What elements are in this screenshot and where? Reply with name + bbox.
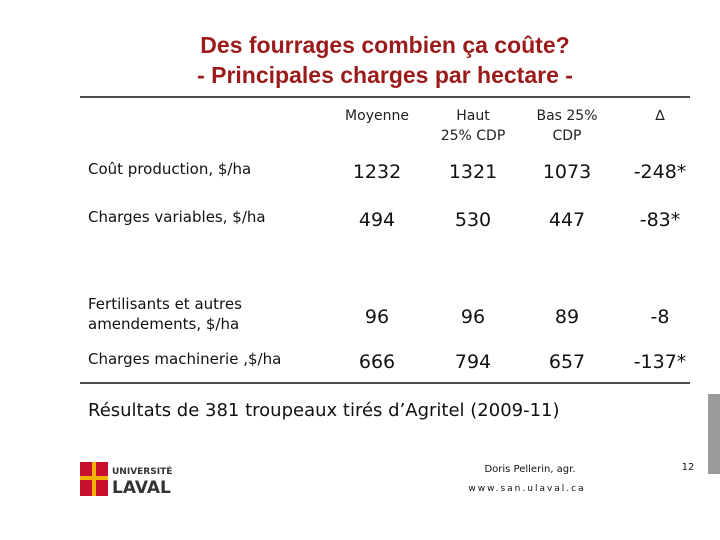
column-header: CDP (553, 128, 582, 144)
side-bar (708, 394, 720, 474)
cell-value: 494 (359, 209, 395, 231)
slide-title: Des fourrages combien ça coûte? (200, 32, 569, 58)
slide-title: - Principales charges par hectare - (197, 62, 573, 88)
source-note: Résultats de 381 troupeaux tirés d’Agrit… (88, 400, 560, 421)
cell-value: 1232 (353, 161, 401, 183)
cell-value: 447 (549, 209, 585, 231)
row-label: Coût production, $/ha (88, 160, 251, 178)
cell-value: -83* (640, 209, 681, 231)
row-label: Fertilisants et autres (88, 295, 242, 313)
logo-text: LAVAL (112, 478, 171, 498)
cell-value: 96 (365, 306, 389, 328)
column-header: 25% CDP (441, 128, 506, 144)
column-header: Moyenne (345, 108, 409, 124)
logo-crest (80, 462, 108, 496)
cell-value: 96 (461, 306, 485, 328)
column-header: Bas 25% (536, 108, 597, 124)
cell-value: 794 (455, 351, 491, 373)
logo-text: UNIVERSITÉ (112, 465, 172, 477)
cell-value: 666 (359, 351, 395, 373)
cell-value: -248* (634, 161, 687, 183)
cell-value: 1073 (543, 161, 591, 183)
url: www.san.ulaval.ca (468, 484, 585, 494)
cell-value: -8 (651, 306, 670, 328)
row-label: Charges machinerie ,$/ha (88, 350, 281, 368)
column-header: ∆ (654, 108, 665, 124)
cell-value: 89 (555, 306, 579, 328)
row-label: Charges variables, $/ha (88, 208, 266, 226)
column-header: Haut (456, 108, 490, 124)
cell-value: -137* (634, 351, 687, 373)
cell-value: 1321 (449, 161, 497, 183)
row-label: amendements, $/ha (88, 315, 239, 333)
cell-value: 657 (549, 351, 585, 373)
cell-value: 530 (455, 209, 491, 231)
page-number: 12 (682, 462, 695, 473)
author: Doris Pellerin, agr. (484, 464, 575, 475)
